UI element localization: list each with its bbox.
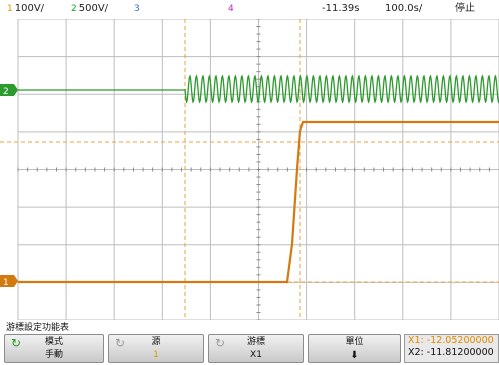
cursor-value: X1 [250,350,262,360]
rotate-icon: ↻ [115,336,126,350]
source-value: 1 [153,350,159,360]
channel-2-number: 2 [71,4,77,14]
waveform-canvas: 2 1 [0,19,499,320]
rotate-icon: ↻ [215,336,226,350]
units-softkey[interactable]: 單位 ⬇ [308,334,401,363]
trigger-time-readout: -11.39s [322,3,360,14]
cursor-x1-value: X1: -12.05200000 [408,335,494,346]
channel-1-ground-marker[interactable]: 1 [0,275,18,288]
channel-1-trace [18,120,499,284]
waveform-display[interactable]: 2 1 [0,19,499,320]
cursor-softkey-menu: 游標設定功能表 ↻ 模式 手動 ↻ 源 1 ↻ 游標 X1 單位 ⬇ X1: -… [0,320,499,365]
source-softkey[interactable]: ↻ 源 1 [108,334,204,363]
menu-title: 游標設定功能表 [6,323,70,333]
units-label: 單位 [345,337,364,347]
channel-1-number: 1 [7,4,13,14]
status-bar: 1 100V/ 2 500V/ 3 4 -11.39s 100.0s/ 停止 [0,0,499,19]
cursor-softkey[interactable]: ↻ 游標 X1 [208,334,304,363]
timebase-readout: 100.0s/ [385,3,423,14]
channel-1-indicator[interactable]: 1 100V/ [7,3,44,15]
mode-label: 模式 [44,337,63,347]
channel-3-indicator[interactable]: 3 [134,3,142,15]
rotate-icon: ↻ [11,336,22,350]
cursor-readout: X1: -12.05200000 X2: -11.81200000 [404,334,499,363]
cursor-x2-value: X2: -11.81200000 [408,347,494,358]
channel-3-number: 3 [134,4,140,14]
channel-2-ground-marker[interactable]: 2 [0,84,18,97]
channel-2-scale: 500V/ [78,3,109,14]
down-arrow-icon: ⬇ [350,350,359,361]
channel-2-marker-label: 2 [3,87,9,97]
channel-2-indicator[interactable]: 2 500V/ [71,3,108,15]
channel-4-indicator[interactable]: 4 [228,3,236,15]
channel-2-trace [18,74,499,104]
mode-softkey[interactable]: ↻ 模式 手動 [4,334,104,363]
channel-1-marker-label: 1 [3,278,9,288]
channel-1-scale: 100V/ [14,3,45,14]
source-label: 源 [151,337,161,347]
mode-value: 手動 [44,350,63,360]
cursor-label: 游標 [246,337,265,347]
channel-4-number: 4 [228,4,234,14]
run-state-label[interactable]: 停止 [455,3,475,14]
